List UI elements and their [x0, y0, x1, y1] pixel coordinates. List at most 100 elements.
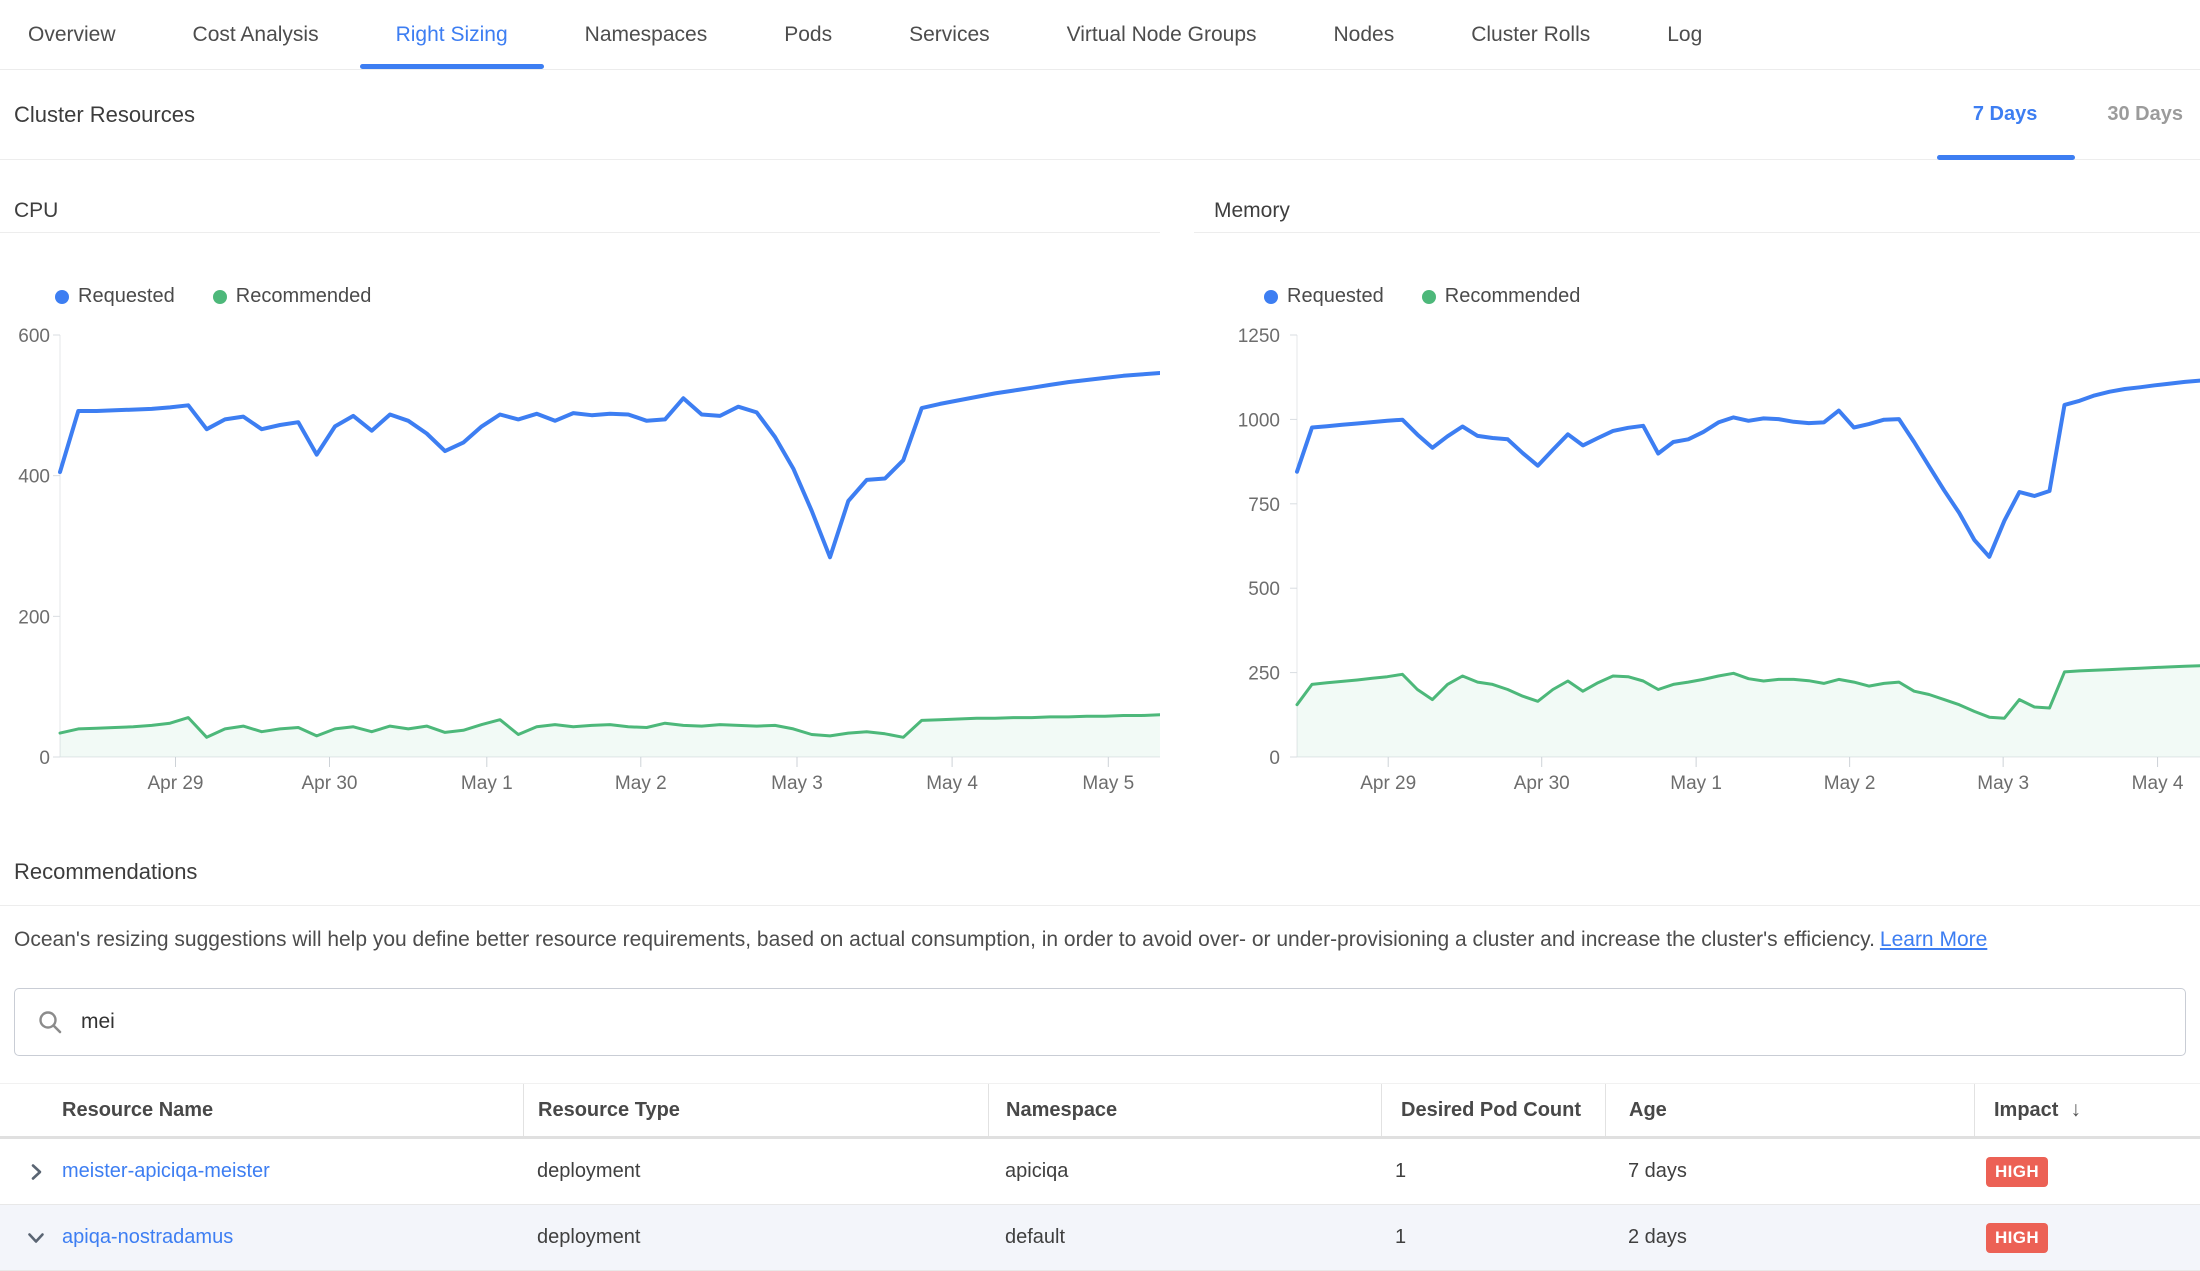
tab-nodes[interactable]: Nodes [1334, 0, 1395, 69]
column-header-label: Impact [1994, 1099, 2058, 1122]
legend-dot-recommended [213, 290, 227, 304]
column-header-age[interactable]: Age [1605, 1084, 1974, 1136]
legend-dot-requested [1264, 290, 1278, 304]
legend-item-requested[interactable]: Requested [55, 285, 175, 308]
column-header-desired-pod-count[interactable]: Desired Pod Count [1381, 1084, 1605, 1136]
svg-text:May 1: May 1 [461, 773, 513, 794]
expander-column-header [0, 1084, 62, 1136]
cpu-series-requested [60, 373, 1160, 557]
cpu-chart-panel: CPU RequestedRecommended 0200400600Apr 2… [0, 159, 1160, 819]
tab-right-sizing[interactable]: Right Sizing [396, 0, 508, 69]
search-icon [37, 1009, 63, 1035]
namespace-cell: default [988, 1226, 1381, 1249]
tab-cost-analysis[interactable]: Cost Analysis [193, 0, 319, 69]
legend-label: Recommended [1445, 285, 1581, 308]
impact-cell: HIGH [1974, 1157, 2200, 1187]
svg-text:250: 250 [1248, 664, 1280, 685]
svg-text:Apr 29: Apr 29 [148, 773, 204, 794]
svg-text:May 3: May 3 [1977, 773, 2029, 794]
cpu-chart-title: CPU [14, 199, 58, 223]
tab-cluster-rolls[interactable]: Cluster Rolls [1471, 0, 1590, 69]
chevron-down-icon [25, 1227, 47, 1249]
cpu-chart-header: CPU [0, 159, 1160, 233]
namespace-cell: apiciqa [988, 1160, 1381, 1183]
memory-chart: 025050075010001250Apr 29Apr 30May 1May 2… [1194, 320, 2200, 802]
memory-chart-legend: Requested Recommended [1264, 285, 1580, 308]
resource-name-link[interactable]: apiqa-nostradamus [62, 1226, 233, 1248]
impact-badge: HIGH [1986, 1223, 2048, 1253]
resource-type-cell: deployment [523, 1160, 988, 1183]
search-input[interactable] [79, 1009, 2185, 1035]
desired-pod-count-cell: 1 [1381, 1160, 1605, 1183]
svg-text:1250: 1250 [1238, 326, 1280, 347]
resource-name-link[interactable]: meister-apiciqa-meister [62, 1160, 270, 1182]
svg-text:0: 0 [39, 748, 50, 769]
legend-label: Requested [78, 285, 175, 308]
memory-series-requested [1297, 381, 2200, 557]
tab-pods[interactable]: Pods [784, 0, 832, 69]
age-cell: 7 days [1605, 1160, 1974, 1183]
svg-text:0: 0 [1269, 748, 1280, 769]
column-header-namespace[interactable]: Namespace [988, 1084, 1381, 1136]
legend-item-recommended[interactable]: Recommended [1422, 285, 1581, 308]
svg-text:Apr 29: Apr 29 [1360, 773, 1416, 794]
tab-namespaces[interactable]: Namespaces [585, 0, 708, 69]
cpu-chart-legend: Requested Recommended [55, 285, 371, 308]
cluster-resources-title: Cluster Resources [14, 102, 195, 128]
resource-type-cell: deployment [523, 1226, 988, 1249]
chevron-right-icon [25, 1161, 47, 1183]
column-header-label: Namespace [1006, 1099, 1117, 1122]
legend-item-requested[interactable]: Requested [1264, 285, 1384, 308]
legend-item-recommended[interactable]: Recommended [213, 285, 372, 308]
column-header-impact[interactable]: Impact ↓ [1974, 1084, 2200, 1136]
description-text: Ocean's resizing suggestions will help y… [14, 928, 1875, 951]
svg-text:Apr 30: Apr 30 [302, 773, 358, 794]
column-header-label: Age [1629, 1099, 1667, 1122]
svg-text:May 2: May 2 [1824, 773, 1876, 794]
svg-text:May 4: May 4 [926, 773, 978, 794]
cluster-resources-section: Cluster Resources 7 Days 30 Days [0, 70, 2200, 160]
row-expander[interactable] [0, 1161, 62, 1183]
sort-descending-icon[interactable]: ↓ [2070, 1098, 2081, 1122]
column-header-resource-name[interactable]: Resource Name [62, 1084, 523, 1136]
legend-label: Recommended [236, 285, 372, 308]
column-header-label: Resource Name [62, 1099, 213, 1122]
search-box[interactable] [14, 988, 2186, 1056]
row-expander[interactable] [0, 1227, 62, 1249]
column-header-label: Resource Type [538, 1099, 680, 1122]
legend-dot-requested [55, 290, 69, 304]
table-row: meister-apiciqa-meister deploymentapiciqa… [0, 1139, 2200, 1205]
period-30-days[interactable]: 30 Days [2107, 70, 2183, 159]
tab-overview[interactable]: Overview [28, 0, 116, 69]
impact-badge: HIGH [1986, 1157, 2048, 1187]
top-tab-bar: Overview Cost Analysis Right Sizing Namespa… [0, 0, 2200, 70]
desired-pod-count-cell: 1 [1381, 1226, 1605, 1249]
svg-text:750: 750 [1248, 495, 1280, 516]
svg-text:May 1: May 1 [1670, 773, 1722, 794]
tab-log[interactable]: Log [1667, 0, 1702, 69]
resource-name-cell: apiqa-nostradamus [62, 1226, 523, 1249]
svg-text:200: 200 [18, 607, 50, 628]
svg-text:400: 400 [18, 467, 50, 488]
column-header-resource-type[interactable]: Resource Type [523, 1084, 988, 1136]
tab-virtual-node-groups[interactable]: Virtual Node Groups [1067, 0, 1257, 69]
tab-services[interactable]: Services [909, 0, 990, 69]
memory-chart-panel: Memory RequestedRecommended 025050075010… [1194, 159, 2200, 819]
svg-text:May 4: May 4 [2132, 773, 2184, 794]
impact-cell: HIGH [1974, 1223, 2200, 1253]
divider [0, 905, 2200, 906]
period-7-days[interactable]: 7 Days [1973, 70, 2038, 159]
learn-more-link[interactable]: Learn More [1880, 928, 1987, 951]
svg-text:May 3: May 3 [771, 773, 823, 794]
table-header: Resource Name Resource Type Namespace Desir… [0, 1083, 2200, 1139]
recommendations-table: Resource Name Resource Type Namespace Desir… [0, 1083, 2200, 1271]
svg-text:May 2: May 2 [615, 773, 667, 794]
memory-chart-header: Memory [1194, 159, 2200, 233]
memory-chart-title: Memory [1214, 199, 1290, 223]
legend-label: Requested [1287, 285, 1384, 308]
table-row: apiqa-nostradamusdeploymentdefault12 day… [0, 1205, 2200, 1271]
period-toggle: 7 Days 30 Days [1973, 70, 2183, 159]
cpu-chart: 0200400600Apr 29Apr 30May 1May 2May 3May… [0, 320, 1160, 802]
legend-dot-recommended [1422, 290, 1436, 304]
table-body: meister-apiciqa-meisterdeploymentapiciqa… [0, 1139, 2200, 1271]
